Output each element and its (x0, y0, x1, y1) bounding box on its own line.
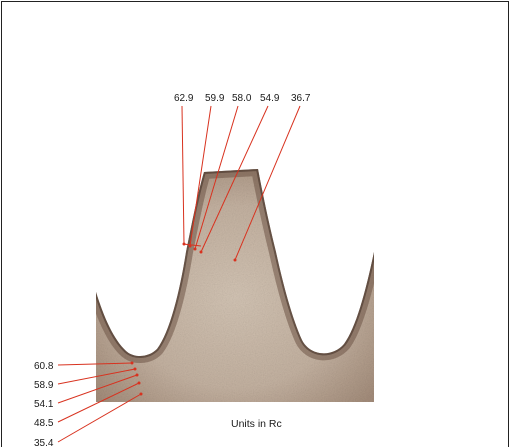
root-point-3 (135, 373, 139, 377)
flank-point-1 (182, 242, 186, 246)
flank-leader-4 (200, 105, 269, 253)
root-reading-2: 58.9 (34, 380, 54, 391)
root-reading-3: 54.1 (34, 399, 54, 410)
root-point-2 (133, 367, 137, 371)
root-point-1 (130, 361, 134, 365)
flank-reading-4: 54.9 (260, 93, 280, 104)
root-leader-4 (57, 382, 140, 423)
flank-leader-1 (181, 105, 185, 245)
root-point-4 (137, 381, 141, 385)
root-point-5 (139, 392, 143, 396)
root-leader-5 (57, 393, 142, 443)
flank-point-3 (193, 247, 197, 251)
flank-leader-5 (234, 105, 301, 261)
flank-leader-2 (189, 105, 212, 247)
flank-point-2 (188, 244, 192, 248)
flank-leader-3 (194, 105, 239, 250)
root-reading-1: 60.8 (34, 361, 54, 372)
root-reading-4: 48.5 (34, 418, 54, 429)
flank-reading-5: 36.7 (291, 93, 311, 104)
flank-readings: 62.9 59.9 58.0 54.9 36.7 (174, 93, 311, 262)
root-readings: 60.8 58.9 54.1 48.5 35.4 (34, 361, 143, 447)
gear-tooth-section (96, 169, 374, 402)
flank-reading-2: 59.9 (205, 93, 225, 104)
flank-reading-3: 58.0 (232, 93, 252, 104)
root-reading-5: 35.4 (34, 438, 54, 447)
root-leader-2 (57, 368, 136, 385)
flank-point-5 (233, 258, 237, 262)
flank-traverse-marker (182, 243, 202, 247)
root-leader-3 (57, 374, 138, 404)
flank-point-4 (199, 250, 203, 254)
flank-reading-1: 62.9 (174, 93, 194, 104)
root-leader-1 (57, 362, 133, 366)
units-caption: Units in Rc (231, 418, 282, 430)
